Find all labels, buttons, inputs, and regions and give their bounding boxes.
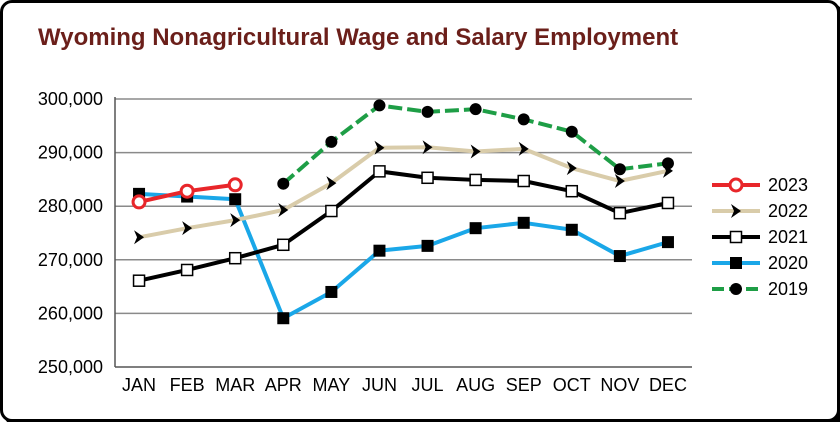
data-point (422, 140, 433, 155)
legend: 2023 2022 2021 2020 2019 (712, 175, 808, 299)
series-2020 (133, 187, 674, 325)
data-point (613, 250, 626, 263)
x-tick-label: JUL (412, 375, 444, 395)
x-tick-label: MAR (215, 375, 255, 395)
data-point (565, 223, 578, 236)
data-point (517, 174, 530, 188)
series-line (281, 103, 669, 186)
x-tick-label: APR (265, 375, 302, 395)
legend-marker (729, 230, 743, 244)
x-tick-label: NOV (600, 375, 639, 395)
data-point (134, 230, 145, 245)
series-2022 (134, 140, 673, 245)
data-point (662, 163, 673, 178)
data-point (179, 183, 195, 199)
data-point (469, 222, 482, 235)
x-tick-label: JAN (122, 375, 156, 395)
data-point (374, 140, 385, 155)
series-2021 (132, 165, 675, 287)
data-point (373, 99, 386, 112)
data-point (182, 221, 193, 236)
x-tick-label: FEB (170, 375, 205, 395)
y-tick-label: 280,000 (38, 196, 103, 216)
series-2023 (131, 177, 243, 210)
legend-marker (730, 283, 742, 295)
data-point (470, 144, 481, 159)
x-tick-label: DEC (649, 375, 687, 395)
data-point (421, 105, 434, 118)
data-point (132, 274, 146, 287)
data-point (469, 173, 482, 187)
data-point (469, 103, 482, 116)
chart-title: Wyoming Nonagricultural Wage and Salary … (38, 24, 679, 51)
data-point (277, 312, 290, 325)
legend-marker (731, 204, 741, 218)
data-point (180, 263, 194, 277)
y-tick-label: 250,000 (38, 357, 103, 377)
data-point (277, 238, 290, 252)
data-point (278, 202, 289, 217)
data-point (131, 194, 147, 210)
data-point (517, 216, 530, 229)
series-line (138, 145, 669, 240)
data-point (565, 125, 578, 138)
data-point (228, 251, 242, 265)
x-tick-label: AUG (456, 375, 495, 395)
data-point (661, 196, 675, 210)
y-tick-label: 300,000 (38, 89, 103, 109)
x-tick-label: MAY (313, 375, 351, 395)
series-line (138, 191, 669, 321)
legend-marker (728, 177, 744, 193)
data-point (613, 163, 626, 176)
data-point (421, 239, 434, 252)
data-point (661, 236, 674, 249)
data-point (373, 244, 386, 257)
data-point (421, 171, 434, 185)
data-point (325, 204, 338, 218)
data-point (566, 161, 577, 176)
legend-marker (730, 257, 742, 269)
series-2019 (277, 99, 674, 190)
data-point (325, 285, 338, 298)
x-tick-label: SEP (506, 375, 542, 395)
y-tick-label: 270,000 (38, 250, 103, 270)
legend-label: 2020 (768, 253, 808, 273)
data-point (517, 113, 530, 126)
data-point (325, 135, 338, 148)
data-point (230, 213, 241, 228)
data-point (277, 177, 290, 190)
y-tick-label: 290,000 (38, 143, 103, 163)
data-point (326, 176, 337, 191)
legend-label: 2021 (768, 227, 808, 247)
data-point (373, 165, 386, 178)
legend-label: 2019 (768, 279, 808, 299)
data-point (614, 174, 625, 189)
data-point (229, 193, 242, 206)
series-line (138, 169, 669, 283)
data-point (518, 141, 529, 156)
legend-label: 2022 (768, 201, 808, 221)
x-tick-label: JUN (362, 375, 397, 395)
data-point (227, 177, 243, 193)
data-point (613, 206, 627, 220)
y-tick-label: 260,000 (38, 303, 103, 323)
x-tick-label: OCT (553, 375, 591, 395)
legend-label: 2023 (768, 175, 808, 195)
data-point (565, 184, 579, 198)
